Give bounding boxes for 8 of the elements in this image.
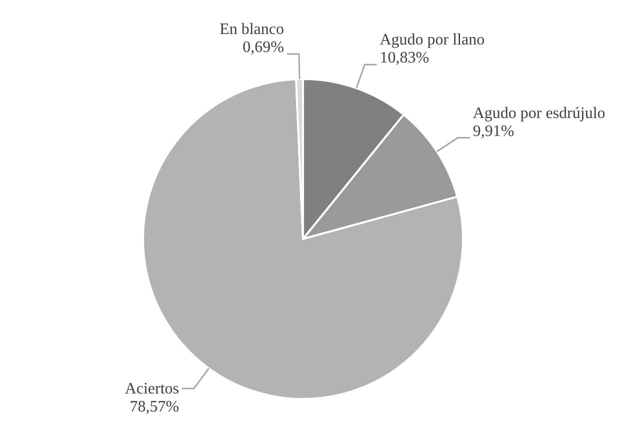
slice-label: Agudo por esdrújulo [472, 104, 606, 122]
data-label: 10,83% [380, 50, 430, 67]
slice-label: Agudo por llano [380, 32, 485, 49]
slice-label: En blanco [220, 21, 284, 38]
data-label: 9,91% [472, 122, 514, 140]
slice-label: Aciertos [124, 380, 180, 398]
data-label: 78,57% [130, 398, 180, 416]
data-label: 0,69% [242, 39, 284, 56]
